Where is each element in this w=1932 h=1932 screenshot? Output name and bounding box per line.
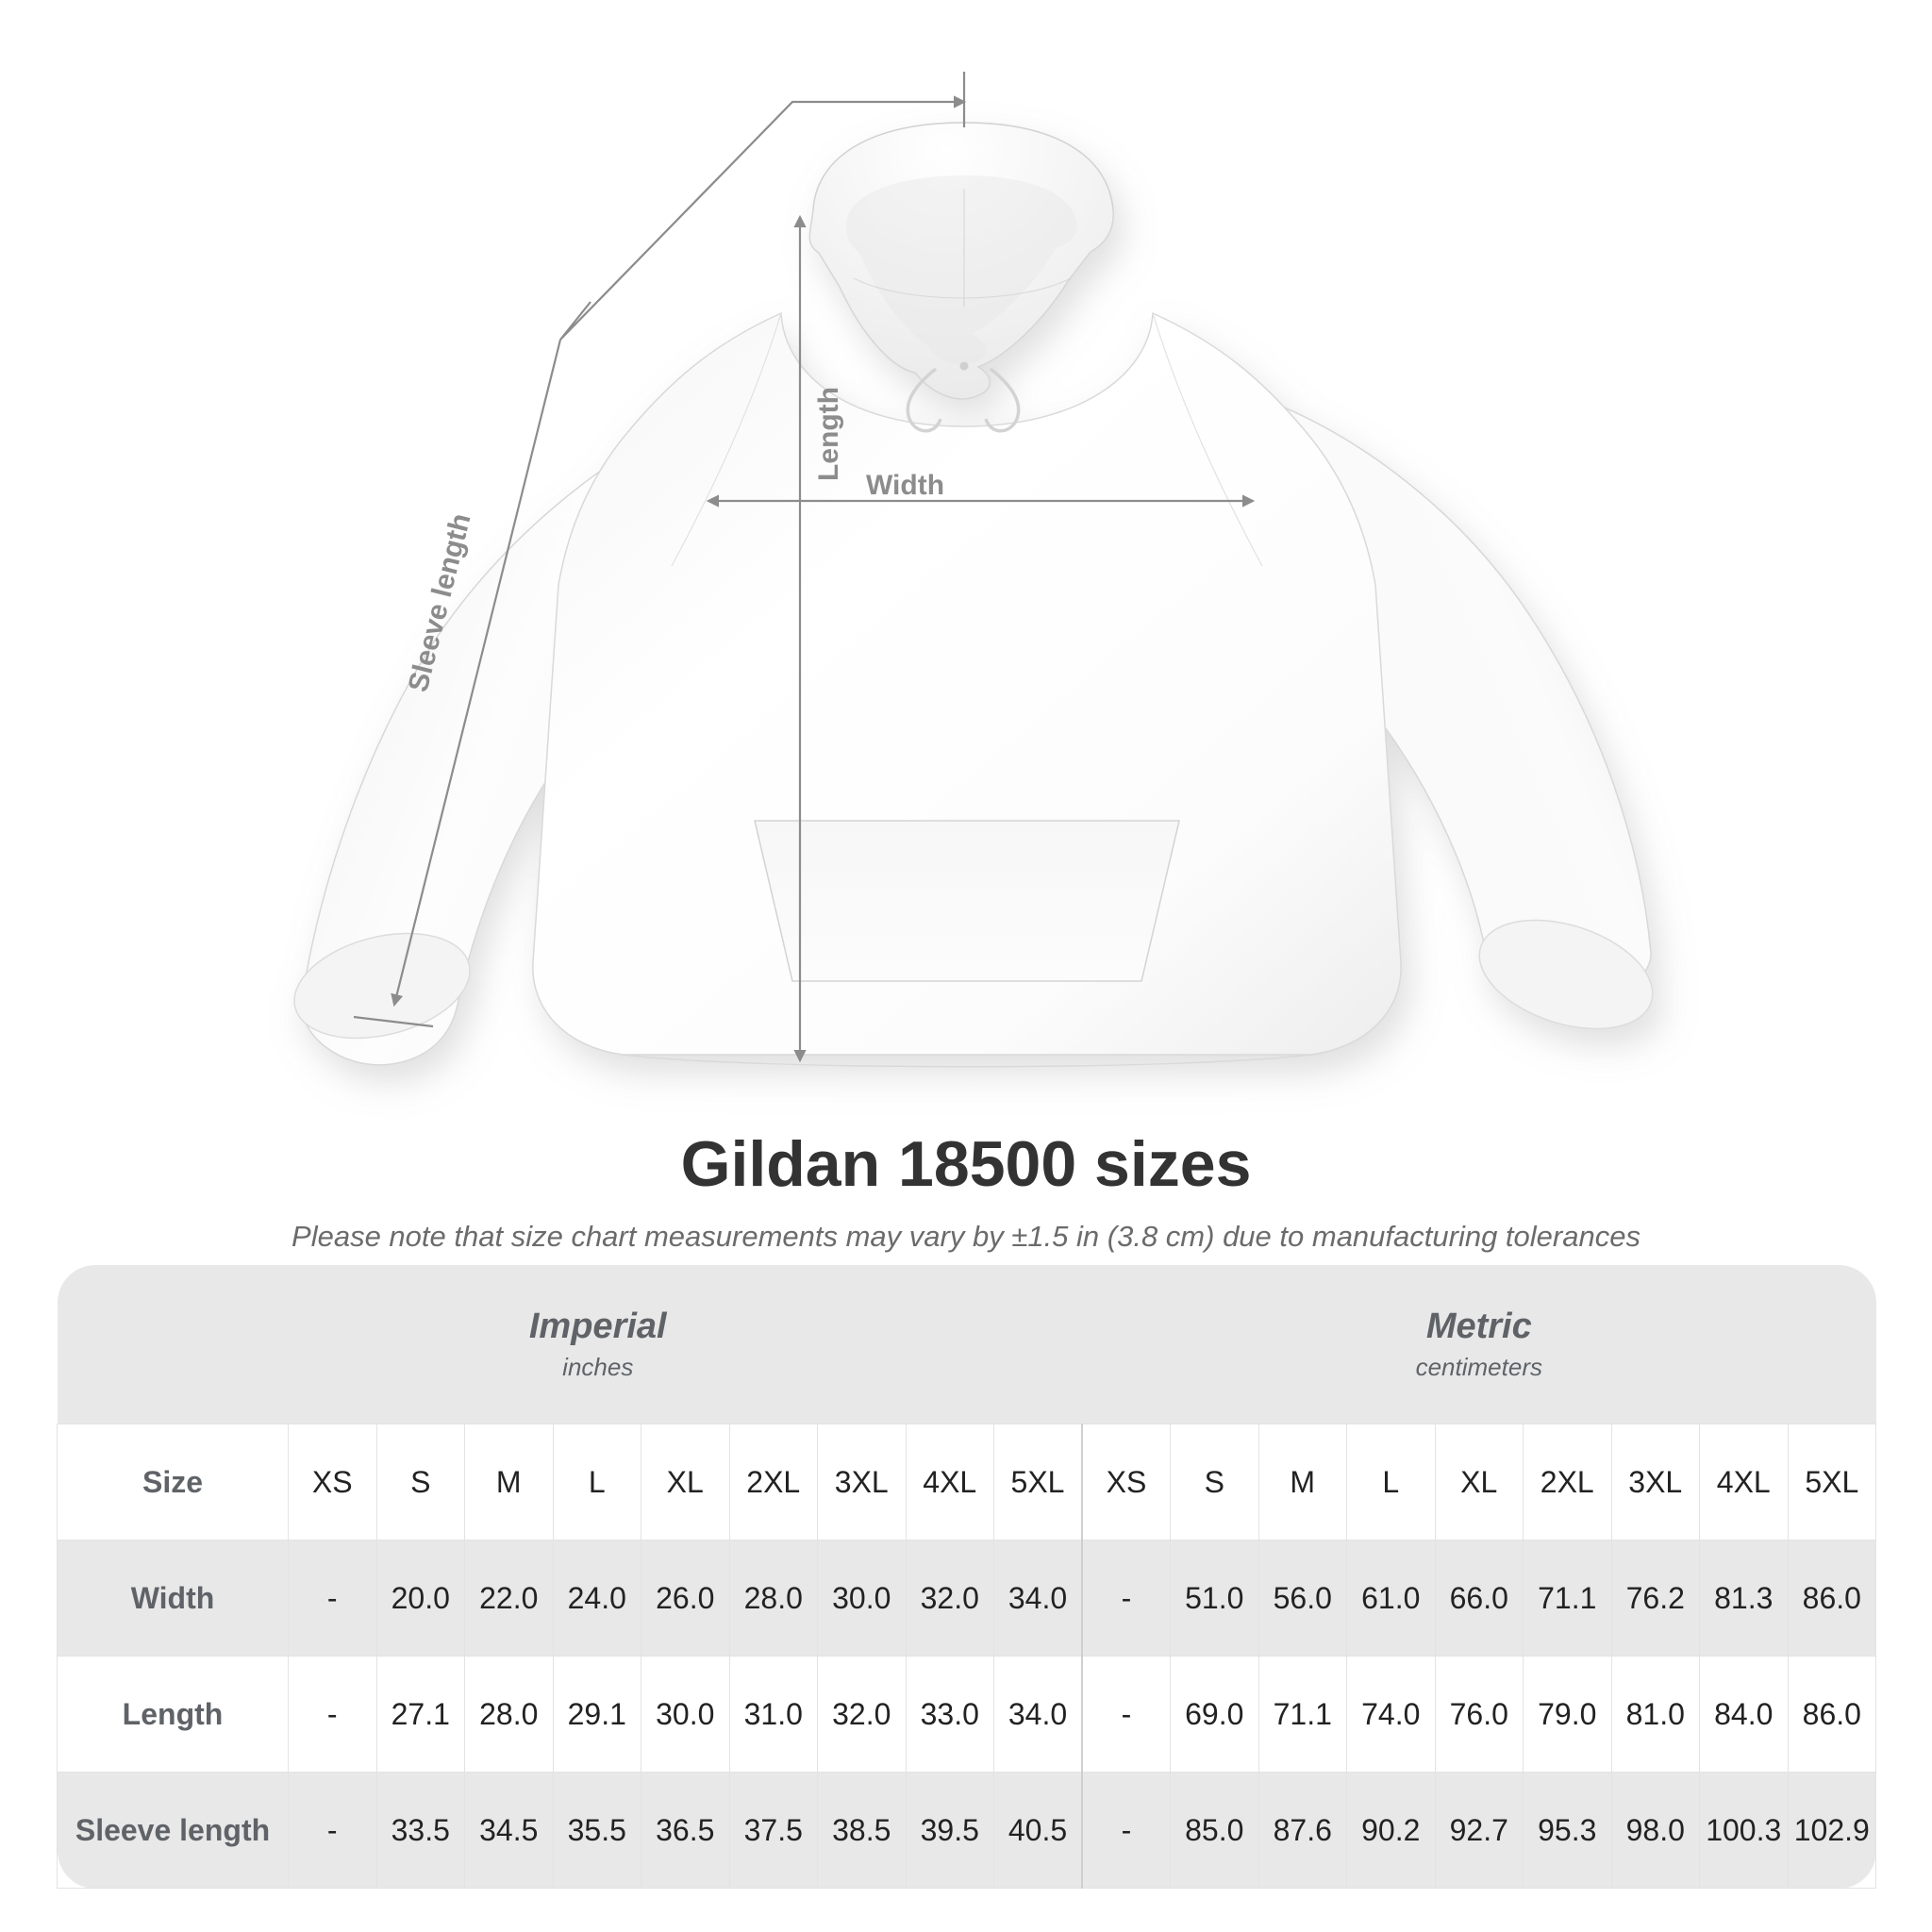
svg-text:Length: Length [813,387,844,481]
svg-text:Sleeve length: Sleeve length [403,510,477,695]
svg-text:Width: Width [866,470,944,501]
